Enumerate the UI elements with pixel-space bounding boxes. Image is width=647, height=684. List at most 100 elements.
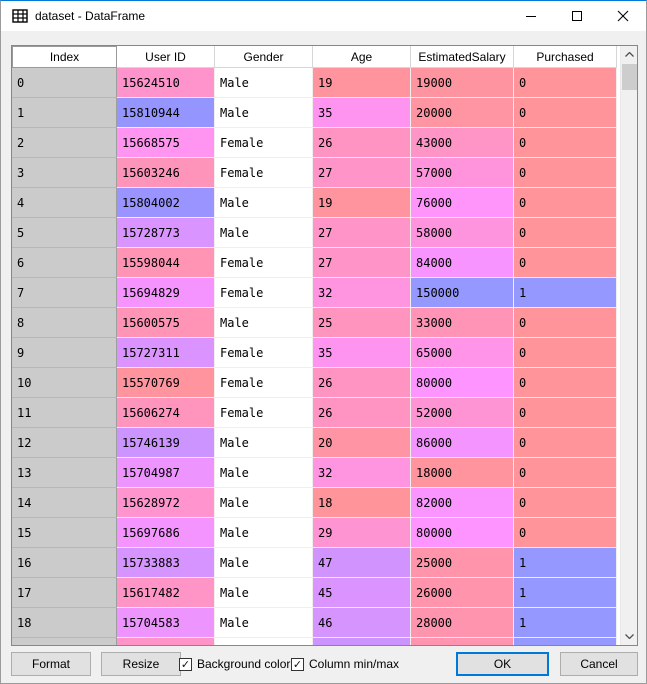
cell-estimatedsalary[interactable]: 43000 xyxy=(411,128,514,158)
cell-estimatedsalary[interactable]: 19000 xyxy=(411,68,514,98)
row-index-cell[interactable]: 17 xyxy=(12,578,117,608)
cell-estimatedsalary[interactable]: 84000 xyxy=(411,248,514,278)
cell-user-id[interactable]: 15668575 xyxy=(117,128,215,158)
close-button[interactable] xyxy=(600,1,646,31)
cell-gender[interactable]: Male xyxy=(215,188,313,218)
cell-gender[interactable]: Female xyxy=(215,128,313,158)
cell-gender[interactable]: Male xyxy=(215,308,313,338)
cell-purchased[interactable]: 0 xyxy=(514,488,617,518)
row-index-cell[interactable]: 13 xyxy=(12,458,117,488)
cell-user-id[interactable]: 15704987 xyxy=(117,458,215,488)
scrollbar-thumb[interactable] xyxy=(622,64,637,90)
cell-user-id[interactable]: 15727311 xyxy=(117,338,215,368)
row-index-cell[interactable]: 14 xyxy=(12,488,117,518)
cell-age[interactable]: 45 xyxy=(313,578,411,608)
cell-estimatedsalary[interactable]: 58000 xyxy=(411,218,514,248)
row-index-cell[interactable]: 6 xyxy=(12,248,117,278)
cell-gender[interactable]: Male xyxy=(215,548,313,578)
cell-user-id[interactable]: 15617482 xyxy=(117,578,215,608)
row-index-cell[interactable]: 8 xyxy=(12,308,117,338)
cell-age[interactable]: 35 xyxy=(313,98,411,128)
cell-age[interactable]: 32 xyxy=(313,458,411,488)
cell-estimatedsalary[interactable]: 20000 xyxy=(411,98,514,128)
cell-estimatedsalary[interactable]: 150000 xyxy=(411,278,514,308)
cell-age[interactable]: 32 xyxy=(313,278,411,308)
row-index-cell[interactable]: 0 xyxy=(12,68,117,98)
cell-age[interactable]: 29 xyxy=(313,518,411,548)
cell-gender[interactable]: Male xyxy=(215,218,313,248)
cell-age[interactable]: 20 xyxy=(313,428,411,458)
cell-user-id[interactable]: 15694829 xyxy=(117,278,215,308)
column-header-purchased[interactable]: Purchased xyxy=(514,46,617,68)
cell-user-id[interactable]: 15697686 xyxy=(117,518,215,548)
cell-purchased[interactable]: 1 xyxy=(514,278,617,308)
cell-gender[interactable]: Male xyxy=(215,428,313,458)
row-index-cell[interactable]: 16 xyxy=(12,548,117,578)
row-index-cell[interactable]: 18 xyxy=(12,608,117,638)
cell-purchased[interactable]: 0 xyxy=(514,128,617,158)
cell-gender[interactable]: Female xyxy=(215,278,313,308)
cell-gender[interactable]: Female xyxy=(215,398,313,428)
cell-estimatedsalary[interactable]: 52000 xyxy=(411,398,514,428)
cell-age[interactable]: 25 xyxy=(313,308,411,338)
cell-gender[interactable]: Male xyxy=(215,518,313,548)
cell-user-id[interactable]: 15628972 xyxy=(117,488,215,518)
cell-purchased[interactable]: 0 xyxy=(514,338,617,368)
cell-purchased[interactable]: 1 xyxy=(514,578,617,608)
ok-button[interactable]: OK xyxy=(456,652,549,676)
row-index-cell[interactable]: 11 xyxy=(12,398,117,428)
column-header-age[interactable]: Age xyxy=(313,46,411,68)
cell-purchased[interactable]: 1 xyxy=(514,638,617,645)
cell-gender[interactable]: Female xyxy=(215,158,313,188)
cell-age[interactable]: 26 xyxy=(313,368,411,398)
scroll-up-button[interactable] xyxy=(621,46,638,63)
cell-age[interactable]: 19 xyxy=(313,68,411,98)
row-index-cell[interactable]: 5 xyxy=(12,218,117,248)
cell-estimatedsalary[interactable]: 86000 xyxy=(411,428,514,458)
cell-gender[interactable]: Male xyxy=(215,98,313,128)
cell-user-id[interactable]: 15621083 xyxy=(117,638,215,645)
cell-gender[interactable]: Male xyxy=(215,488,313,518)
vertical-scrollbar[interactable] xyxy=(620,46,637,645)
row-index-cell[interactable]: 7 xyxy=(12,278,117,308)
cell-purchased[interactable]: 1 xyxy=(514,608,617,638)
cell-purchased[interactable]: 0 xyxy=(514,98,617,128)
cell-age[interactable]: 18 xyxy=(313,488,411,518)
row-index-cell[interactable]: 19 xyxy=(12,638,117,645)
cell-estimatedsalary[interactable]: 33000 xyxy=(411,308,514,338)
cell-purchased[interactable]: 0 xyxy=(514,248,617,278)
background-color-checkbox[interactable]: ✓ xyxy=(179,657,192,671)
row-index-cell[interactable]: 10 xyxy=(12,368,117,398)
row-index-cell[interactable]: 4 xyxy=(12,188,117,218)
row-index-cell[interactable]: 1 xyxy=(12,98,117,128)
format-button[interactable]: Format xyxy=(11,652,91,676)
cell-estimatedsalary[interactable]: 76000 xyxy=(411,188,514,218)
cell-gender[interactable]: Female xyxy=(215,638,313,645)
cancel-button[interactable]: Cancel xyxy=(560,652,638,676)
cell-estimatedsalary[interactable]: 82000 xyxy=(411,488,514,518)
cell-user-id[interactable]: 15600575 xyxy=(117,308,215,338)
cell-purchased[interactable]: 0 xyxy=(514,458,617,488)
cell-age[interactable]: 26 xyxy=(313,398,411,428)
resize-button[interactable]: Resize xyxy=(101,652,181,676)
cell-age[interactable]: 48 xyxy=(313,638,411,645)
cell-purchased[interactable]: 0 xyxy=(514,368,617,398)
row-index-cell[interactable]: 12 xyxy=(12,428,117,458)
cell-purchased[interactable]: 0 xyxy=(514,218,617,248)
cell-purchased[interactable]: 0 xyxy=(514,308,617,338)
cell-estimatedsalary[interactable]: 25000 xyxy=(411,548,514,578)
cell-age[interactable]: 27 xyxy=(313,218,411,248)
row-index-cell[interactable]: 9 xyxy=(12,338,117,368)
column-header-user-id[interactable]: User ID xyxy=(117,46,215,68)
cell-user-id[interactable]: 15606274 xyxy=(117,398,215,428)
cell-user-id[interactable]: 15728773 xyxy=(117,218,215,248)
cell-gender[interactable]: Female xyxy=(215,368,313,398)
cell-age[interactable]: 46 xyxy=(313,608,411,638)
cell-gender[interactable]: Male xyxy=(215,578,313,608)
cell-age[interactable]: 27 xyxy=(313,158,411,188)
column-header-index[interactable]: Index xyxy=(12,46,117,68)
maximize-button[interactable] xyxy=(554,1,600,31)
cell-estimatedsalary[interactable]: 80000 xyxy=(411,518,514,548)
column-minmax-checkbox[interactable]: ✓ xyxy=(291,657,304,671)
column-header-estimatedsalary[interactable]: EstimatedSalary xyxy=(411,46,514,68)
